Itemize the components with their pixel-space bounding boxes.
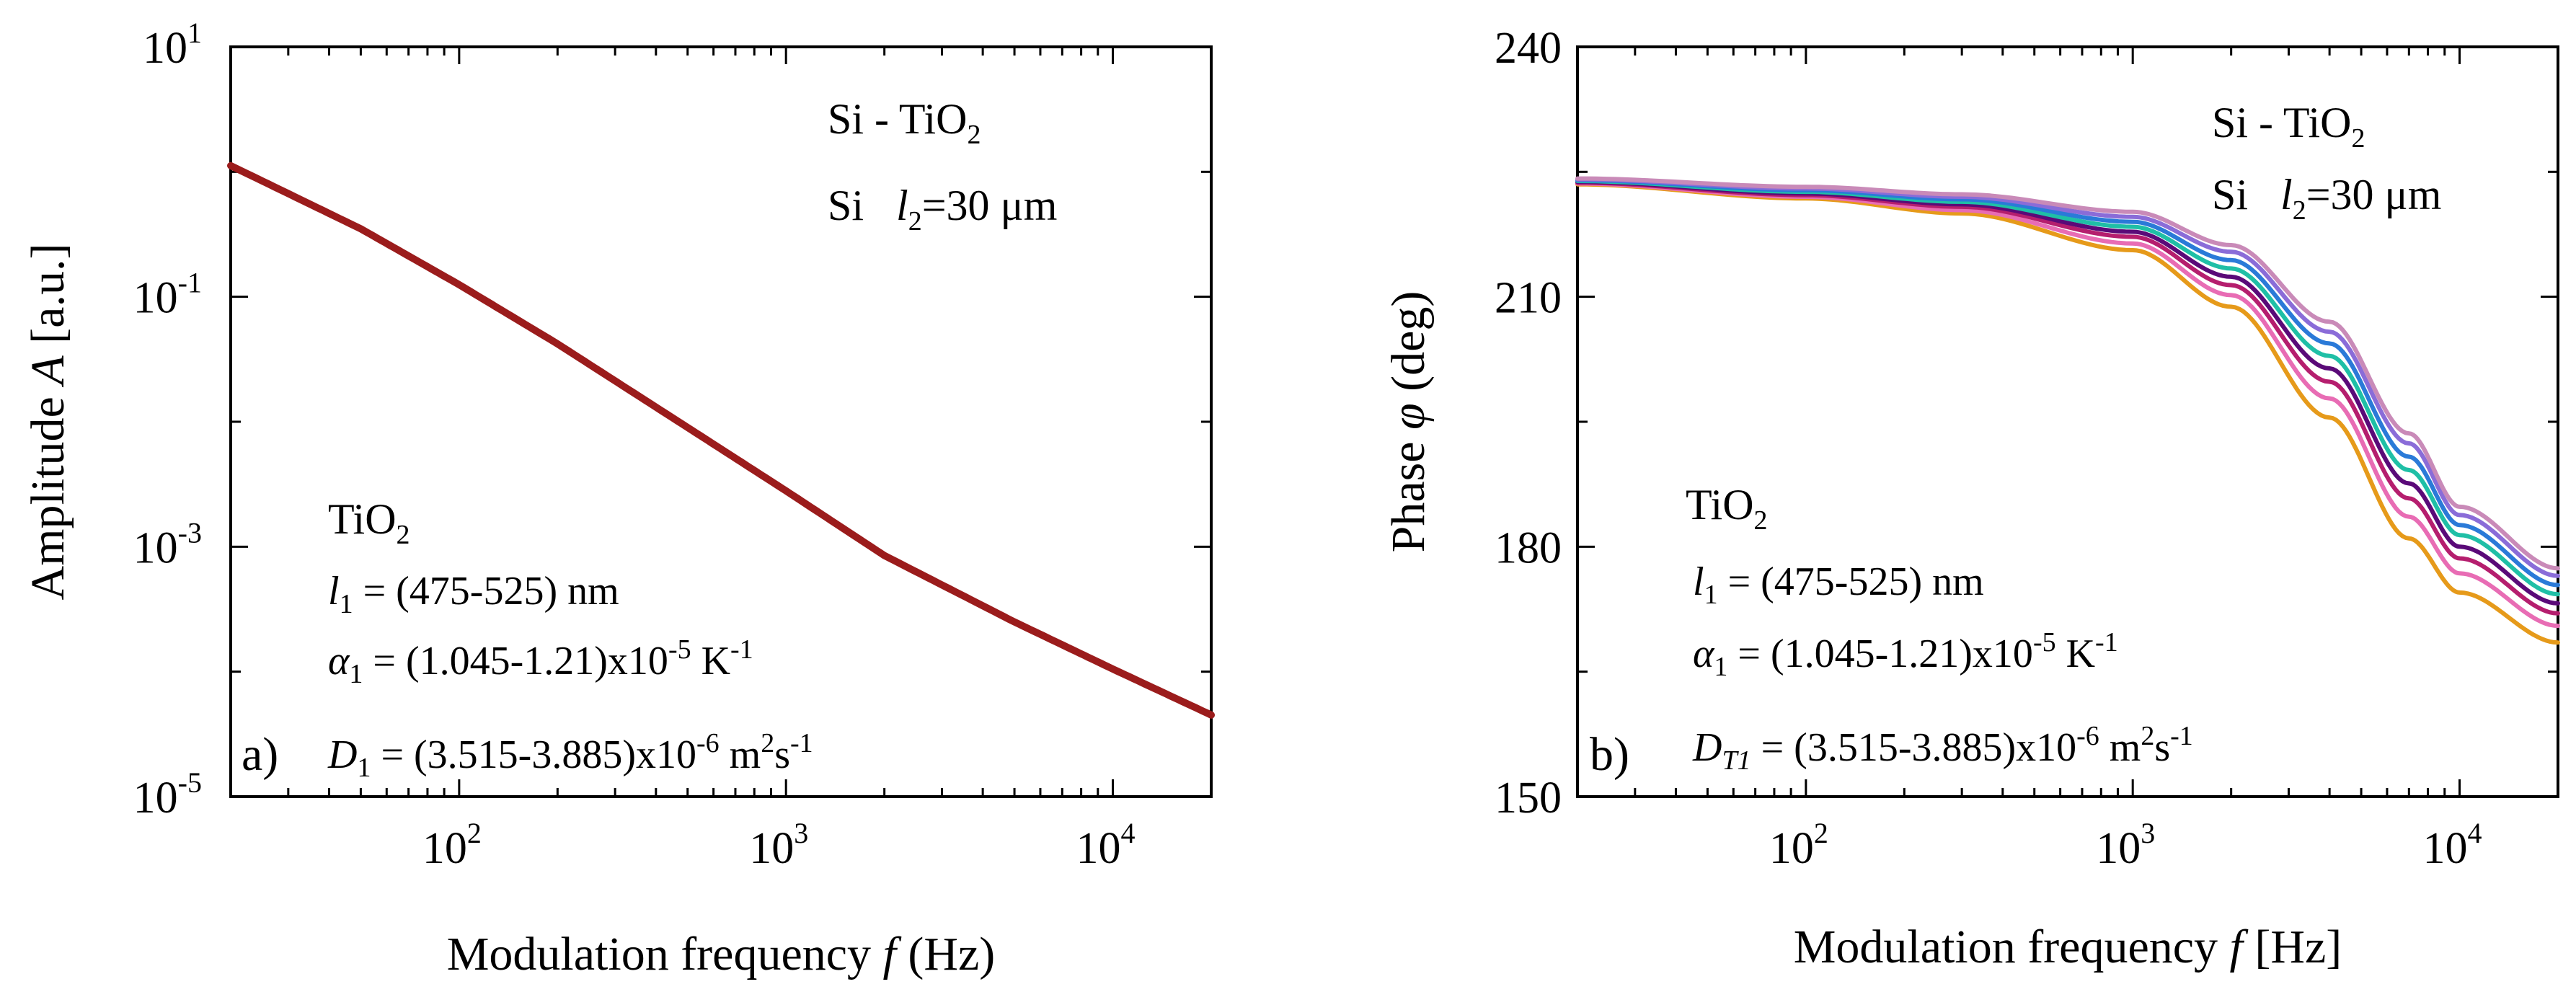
- panel-a-y-tick-label: 10-3: [133, 516, 202, 572]
- panel-b-layer-label: TiO2: [1686, 481, 1768, 536]
- panel-a-series-line-1: [227, 161, 1215, 719]
- panel-a-y-tick-label: 10-1: [133, 267, 202, 323]
- panel-a-series: [227, 161, 1215, 719]
- panel-a-structure-label: Si - TiO2: [828, 95, 981, 150]
- panel-a-x-tick-label: 102: [422, 817, 482, 873]
- panel-a-y-tick-label: 101: [143, 17, 202, 73]
- panel-b-x-ticks: 102 103 104: [1634, 47, 2482, 873]
- panel-b-y-tick-label: 240: [1495, 24, 1562, 73]
- panel-a-x-ticks: 102 103 104: [287, 47, 1136, 873]
- panel-b-y-tick-label: 150: [1495, 774, 1562, 823]
- panel-b-panel-label: b): [1590, 728, 1629, 781]
- panel-a-y-ticks: 10-5 10-3 10-1 101: [133, 17, 1211, 823]
- panel-a-x-tick-label: 104: [1076, 817, 1136, 873]
- panel-a-expansion-label: α1 = (1.045-1.21)x10-5 K-1: [328, 634, 753, 689]
- panel-a-diffusivity-label: D1 = (3.515-3.885)x10-6 m2s-1: [327, 728, 813, 783]
- panel-b-y-ticks: 150 180 210 240: [1495, 24, 2558, 823]
- panel-b-series-line-8: [1575, 176, 2560, 571]
- panel-b-series: [1575, 176, 2560, 645]
- panel-b-x-tick-label: 103: [2096, 817, 2155, 873]
- panel-b-x-tick-label: 104: [2423, 817, 2482, 873]
- panel-b-x-axis-title: Modulation frequency f [Hz]: [1794, 921, 2342, 973]
- panel-b-thickness-label: l1 = (475-525) nm: [1693, 559, 1984, 610]
- panel-a-plot-frame: [229, 45, 1213, 798]
- panel-b-substrate-label: Si l2=30 μm: [2212, 171, 2441, 226]
- panel-a-thickness-label: l1 = (475-525) nm: [328, 569, 619, 619]
- panel-a: 102 103 104 10-5 10-3 10-1 101 Modulation fre…: [22, 17, 1215, 980]
- panel-b-structure-label: Si - TiO2: [2212, 99, 2365, 154]
- panel-b-plot-frame: [1576, 45, 2559, 798]
- panel-b-series-line-5: [1575, 179, 2560, 597]
- panel-a-panel-label: a): [242, 728, 278, 781]
- panel-a-y-tick-label: 10-5: [133, 766, 202, 823]
- panel-b-series-line-3: [1575, 180, 2560, 616]
- panel-b-expansion-label: α1 = (1.045-1.21)x10-5 K-1: [1693, 627, 2118, 682]
- panel-b-y-tick-label: 180: [1495, 523, 1562, 572]
- panel-b-x-tick-label: 102: [1769, 817, 1828, 873]
- panel-b-diffusivity-label: DT1 = (3.515-3.885)x10-6 m2s-1: [1692, 721, 2193, 776]
- panel-a-layer-label: TiO2: [328, 495, 410, 550]
- panel-b: 102 103 104 150 180 210 240 Modulation freque…: [1382, 24, 2560, 973]
- panel-a-y-axis-title: Amplitude A [a.u.]: [22, 244, 74, 601]
- panel-b-y-axis-title: Phase φ (deg): [1382, 291, 1435, 553]
- panel-a-x-axis-title: Modulation frequency f (Hz): [447, 928, 996, 980]
- panel-b-y-tick-label: 210: [1495, 274, 1562, 323]
- panel-a-x-tick-label: 103: [749, 817, 808, 873]
- panel-a-substrate-label: Si l2=30 μm: [828, 182, 1057, 236]
